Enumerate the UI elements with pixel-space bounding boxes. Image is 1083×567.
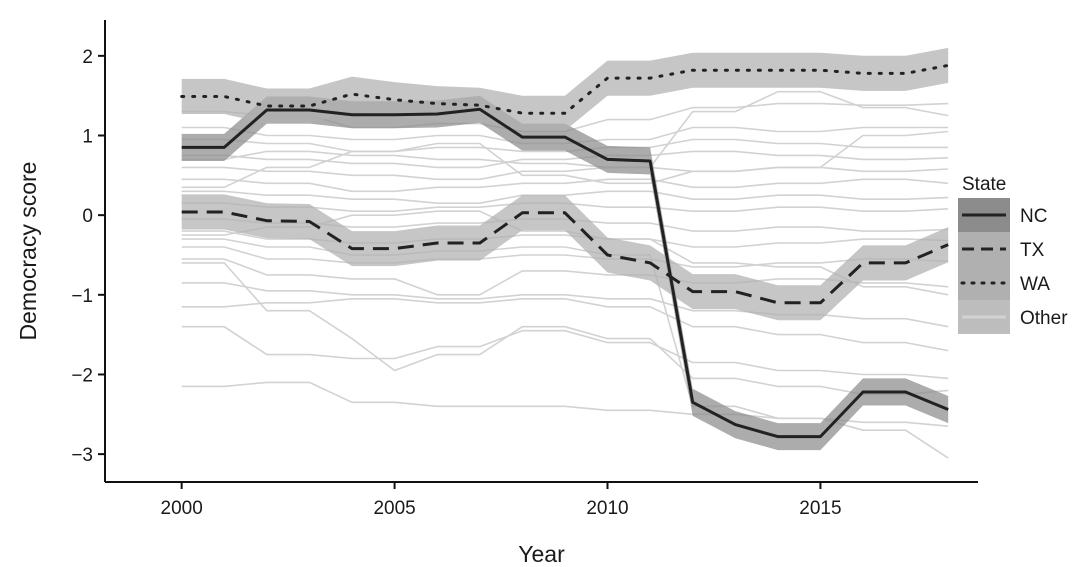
plot-area bbox=[180, 47, 950, 459]
other-state-line-19 bbox=[181, 90, 949, 169]
tx-line bbox=[181, 210, 949, 305]
axes: −3 −2 −1 0 1 2 2000 2005 2010 2015 Year Democracy s… bbox=[15, 20, 978, 567]
other-state-line-6 bbox=[181, 178, 949, 193]
other-state-line-11 bbox=[181, 246, 949, 268]
legend-label: NC bbox=[1020, 206, 1047, 227]
confidence-bands bbox=[181, 47, 949, 451]
other-state-line-5 bbox=[181, 166, 949, 181]
wa-band bbox=[181, 47, 949, 131]
legend: State NC TX WA Other bbox=[958, 174, 1068, 334]
nc-line bbox=[181, 107, 949, 439]
legend-label: TX bbox=[1020, 240, 1045, 261]
other-state-line-3 bbox=[181, 138, 949, 153]
other-state-line-15 bbox=[181, 325, 949, 380]
other-state-line-14 bbox=[181, 298, 949, 352]
legend-item-other: Other bbox=[958, 300, 1068, 334]
other-state-line-4 bbox=[181, 150, 949, 169]
legend-item-tx: TX bbox=[958, 232, 1045, 266]
legend-title: State bbox=[962, 174, 1006, 195]
legend-item-wa: WA bbox=[958, 266, 1050, 300]
x-tick-label: 2005 bbox=[373, 498, 415, 519]
other-state-line-18 bbox=[181, 238, 949, 459]
y-tick-label: −2 bbox=[71, 365, 93, 386]
other-state-line-20 bbox=[181, 130, 949, 189]
y-tick-label: 2 bbox=[82, 47, 93, 68]
x-tick-label: 2000 bbox=[161, 498, 203, 519]
other-state-line-16 bbox=[181, 262, 949, 396]
x-tick-label: 2010 bbox=[586, 498, 628, 519]
y-tick-label: 0 bbox=[82, 206, 93, 227]
x-tick-label: 2015 bbox=[799, 498, 841, 519]
y-tick-label: −1 bbox=[71, 286, 93, 307]
legend-item-nc: NC bbox=[958, 198, 1047, 232]
y-tick-label: 1 bbox=[82, 127, 93, 148]
tx-band bbox=[181, 194, 949, 321]
x-axis-title: Year bbox=[518, 541, 565, 567]
wa-line bbox=[180, 63, 950, 115]
other-state-line-12 bbox=[181, 258, 949, 296]
highlighted-series-lines bbox=[180, 63, 950, 439]
legend-label: Other bbox=[1020, 308, 1068, 329]
y-tick-label: −3 bbox=[71, 445, 93, 466]
y-axis-title: Democracy score bbox=[15, 162, 41, 341]
legend-label: WA bbox=[1020, 274, 1050, 295]
